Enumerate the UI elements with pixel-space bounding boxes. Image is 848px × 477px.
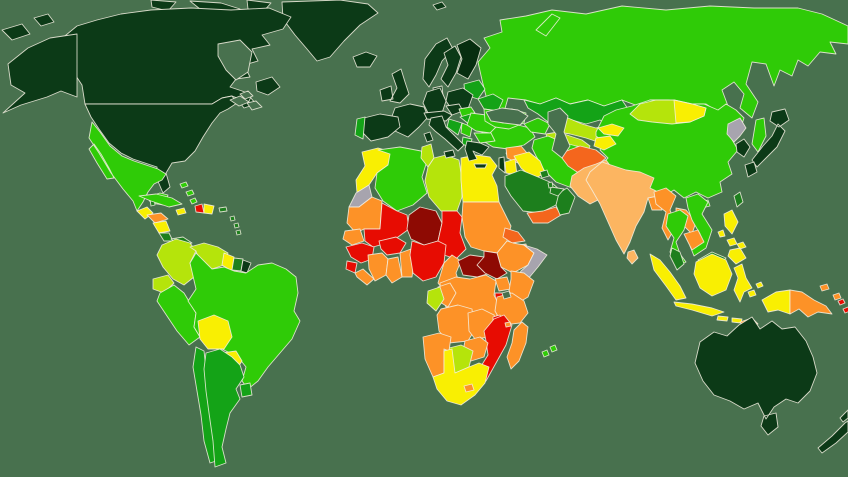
region-belarus <box>477 93 504 112</box>
region-caspian-sea <box>547 107 571 159</box>
region-uruguay <box>239 382 253 398</box>
region-cuba <box>138 193 183 208</box>
region-madagascar <box>506 321 529 370</box>
region-italy <box>423 115 465 159</box>
region-sweden <box>440 45 462 88</box>
region-bulgaria <box>473 132 496 144</box>
region-black-sea <box>485 107 529 126</box>
region-croatia-bosnia <box>446 118 463 136</box>
region-senegal <box>342 228 365 246</box>
region-brazil <box>187 252 301 390</box>
region-gabon <box>426 286 445 312</box>
region-south-korea <box>735 138 751 158</box>
region-portugal <box>354 116 366 140</box>
region-honduras <box>146 212 169 224</box>
region-tajikistan <box>593 135 617 151</box>
region-lesotho <box>463 383 475 393</box>
region-norway <box>422 37 454 88</box>
region-nigeria <box>409 240 447 282</box>
region-bolivia <box>197 314 233 350</box>
region-north-korea <box>726 117 747 143</box>
region-japan <box>744 108 790 178</box>
region-british-isles <box>379 68 410 104</box>
region-vietnam <box>685 193 713 257</box>
region-greenland <box>281 0 379 62</box>
region-jamaica <box>175 207 187 216</box>
region-russia <box>477 5 848 153</box>
region-uae <box>549 186 565 197</box>
region-taiwan <box>733 191 744 208</box>
region-finland <box>456 38 482 80</box>
region-indian-ocean-islands <box>541 344 558 358</box>
region-ghana <box>385 256 403 284</box>
region-caucasus <box>523 117 551 135</box>
region-caribbean-islands <box>218 206 242 236</box>
region-nicaragua <box>152 220 171 234</box>
region-new-zealand <box>817 409 848 454</box>
region-slovakia <box>458 106 476 118</box>
region-solomon-islands <box>837 298 848 314</box>
region-israel <box>498 156 506 174</box>
region-liberia <box>354 268 375 286</box>
region-qatar <box>547 181 554 189</box>
region-svalbard <box>432 1 447 11</box>
region-cambodia <box>683 229 705 251</box>
region-bahamas <box>179 181 198 205</box>
region-egypt <box>460 154 500 203</box>
region-haiti <box>194 203 205 214</box>
region-iceland <box>352 51 378 68</box>
region-mongolia-east <box>673 99 707 124</box>
region-australia <box>694 316 818 436</box>
region-kuwait <box>539 169 550 179</box>
region-hudson-bay <box>217 39 253 81</box>
region-argentina <box>203 348 245 468</box>
region-alaska <box>1 13 78 114</box>
region-greece <box>464 140 490 169</box>
region-libya <box>424 154 463 212</box>
region-niger <box>406 206 443 246</box>
region-eritrea <box>502 227 526 244</box>
region-philippines <box>717 209 747 265</box>
region-great-lakes <box>229 90 263 111</box>
region-kyrgyzstan <box>597 123 625 137</box>
region-papua-new-guinea <box>789 283 842 318</box>
region-south-africa <box>432 348 490 406</box>
region-sri-lanka <box>626 249 639 265</box>
region-comoros <box>504 321 512 328</box>
region-lake-victoria <box>501 290 512 300</box>
region-dominican-republic <box>203 203 215 215</box>
region-oman <box>555 187 576 216</box>
